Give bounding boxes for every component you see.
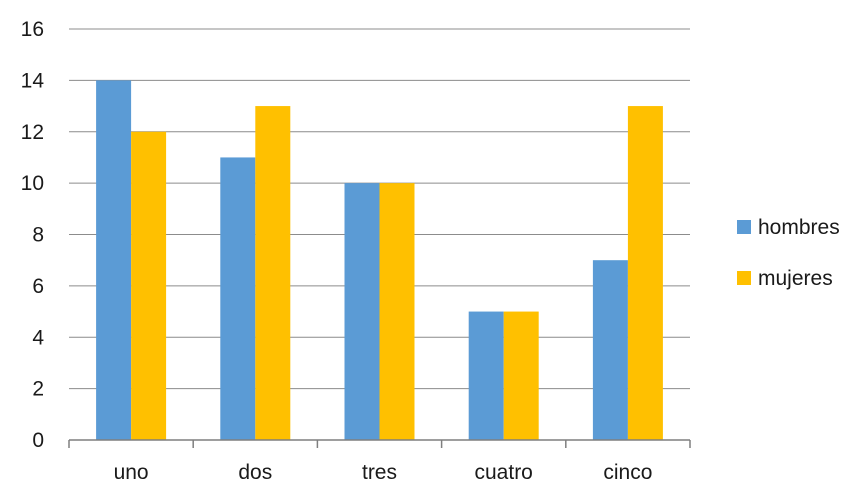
x-axis-category-labels: uno dos tres cuatro cinco	[114, 461, 653, 484]
bar-hombres-uno	[96, 80, 132, 440]
x-category-label: uno	[114, 461, 149, 484]
y-tick-label: 4	[32, 326, 44, 349]
y-tick-label: 0	[32, 429, 44, 452]
legend-swatch-mujeres	[737, 271, 751, 285]
x-category-label: cuatro	[475, 461, 533, 484]
bar-mujeres-tres	[379, 183, 415, 440]
y-tick-label: 2	[32, 378, 44, 401]
bar-hombres-cuatro	[468, 311, 504, 440]
y-tick-label: 6	[32, 275, 44, 298]
x-axis-ticks	[68, 440, 691, 448]
y-tick-label: 8	[32, 224, 44, 247]
x-category-label: tres	[362, 461, 397, 484]
y-tick-label: 14	[21, 69, 45, 92]
bar-hombres-tres	[344, 183, 380, 440]
y-tick-label: 10	[21, 172, 44, 195]
legend: hombres mujeres	[737, 216, 840, 290]
bar-mujeres-cinco	[627, 106, 663, 440]
x-category-label: cinco	[603, 461, 652, 484]
bar-mujeres-uno	[131, 131, 167, 440]
bar-hombres-dos	[220, 157, 256, 440]
legend-label-hombres: hombres	[758, 216, 840, 239]
bars	[96, 80, 663, 440]
legend-swatch-hombres	[737, 220, 751, 234]
bar-hombres-cinco	[592, 260, 628, 440]
bar-mujeres-dos	[255, 106, 291, 440]
y-tick-label: 16	[21, 18, 44, 41]
bar-mujeres-cuatro	[503, 311, 539, 440]
y-axis-tick-labels: 0 2 4 6 8 10 12 14 16	[21, 18, 45, 452]
y-tick-label: 12	[21, 121, 44, 144]
x-category-label: dos	[238, 461, 272, 484]
legend-label-mujeres: mujeres	[758, 267, 833, 290]
